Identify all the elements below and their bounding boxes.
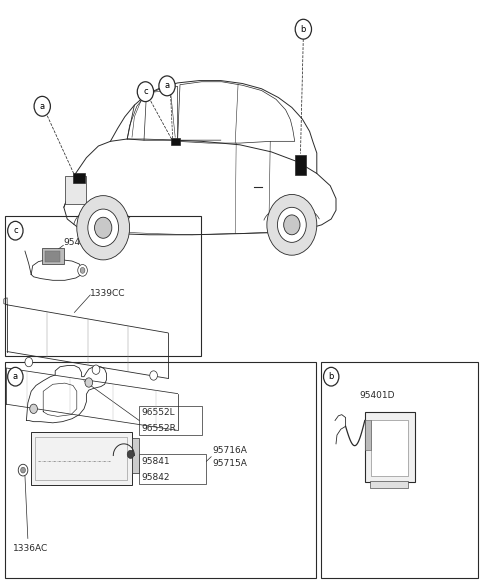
Bar (42, 248, 64, 264)
Text: 1336AC: 1336AC (13, 544, 48, 554)
Text: 96552R: 96552R (142, 423, 177, 433)
Bar (73, 173, 85, 183)
Bar (139, 406, 202, 435)
Bar (5, 362, 316, 578)
Text: 95716A: 95716A (212, 446, 247, 456)
Text: a: a (40, 102, 45, 111)
Text: 95420F: 95420F (63, 238, 97, 247)
Circle shape (267, 194, 317, 255)
Circle shape (8, 367, 23, 386)
Text: 95841: 95841 (142, 457, 170, 466)
Bar (171, 138, 180, 145)
Bar (370, 481, 408, 488)
Circle shape (137, 82, 154, 102)
Circle shape (21, 467, 25, 473)
Circle shape (92, 365, 100, 374)
Bar (365, 412, 415, 482)
Bar (371, 420, 408, 476)
Circle shape (8, 221, 23, 240)
Bar (65, 176, 86, 204)
Circle shape (88, 209, 119, 246)
Circle shape (25, 357, 33, 367)
Circle shape (150, 371, 157, 380)
Circle shape (30, 404, 37, 413)
Circle shape (95, 217, 112, 238)
Text: c: c (143, 87, 148, 96)
Bar (5, 216, 201, 356)
Text: 96552L: 96552L (142, 408, 175, 418)
Circle shape (159, 76, 175, 96)
Bar (139, 454, 206, 484)
Circle shape (80, 267, 85, 273)
Bar (132, 438, 139, 473)
Circle shape (284, 215, 300, 235)
Text: 95401D: 95401D (359, 391, 395, 401)
Text: 95715A: 95715A (212, 458, 247, 468)
Text: b: b (328, 372, 334, 381)
Circle shape (77, 196, 130, 260)
Circle shape (277, 207, 306, 242)
Bar (295, 155, 306, 175)
Text: a: a (165, 81, 169, 91)
Bar (365, 420, 371, 450)
Text: 95842: 95842 (142, 473, 170, 482)
Circle shape (295, 19, 312, 39)
Text: 1339CC: 1339CC (90, 289, 126, 298)
Bar (31, 432, 132, 485)
Text: c: c (13, 226, 18, 235)
Circle shape (18, 464, 28, 476)
Bar (321, 362, 478, 578)
Bar (45, 251, 60, 262)
Circle shape (324, 367, 339, 386)
Text: a: a (13, 372, 18, 381)
Circle shape (78, 265, 87, 276)
Circle shape (127, 450, 134, 458)
Text: b: b (300, 25, 306, 34)
Circle shape (85, 378, 93, 387)
Bar (35, 437, 127, 480)
Circle shape (34, 96, 50, 116)
